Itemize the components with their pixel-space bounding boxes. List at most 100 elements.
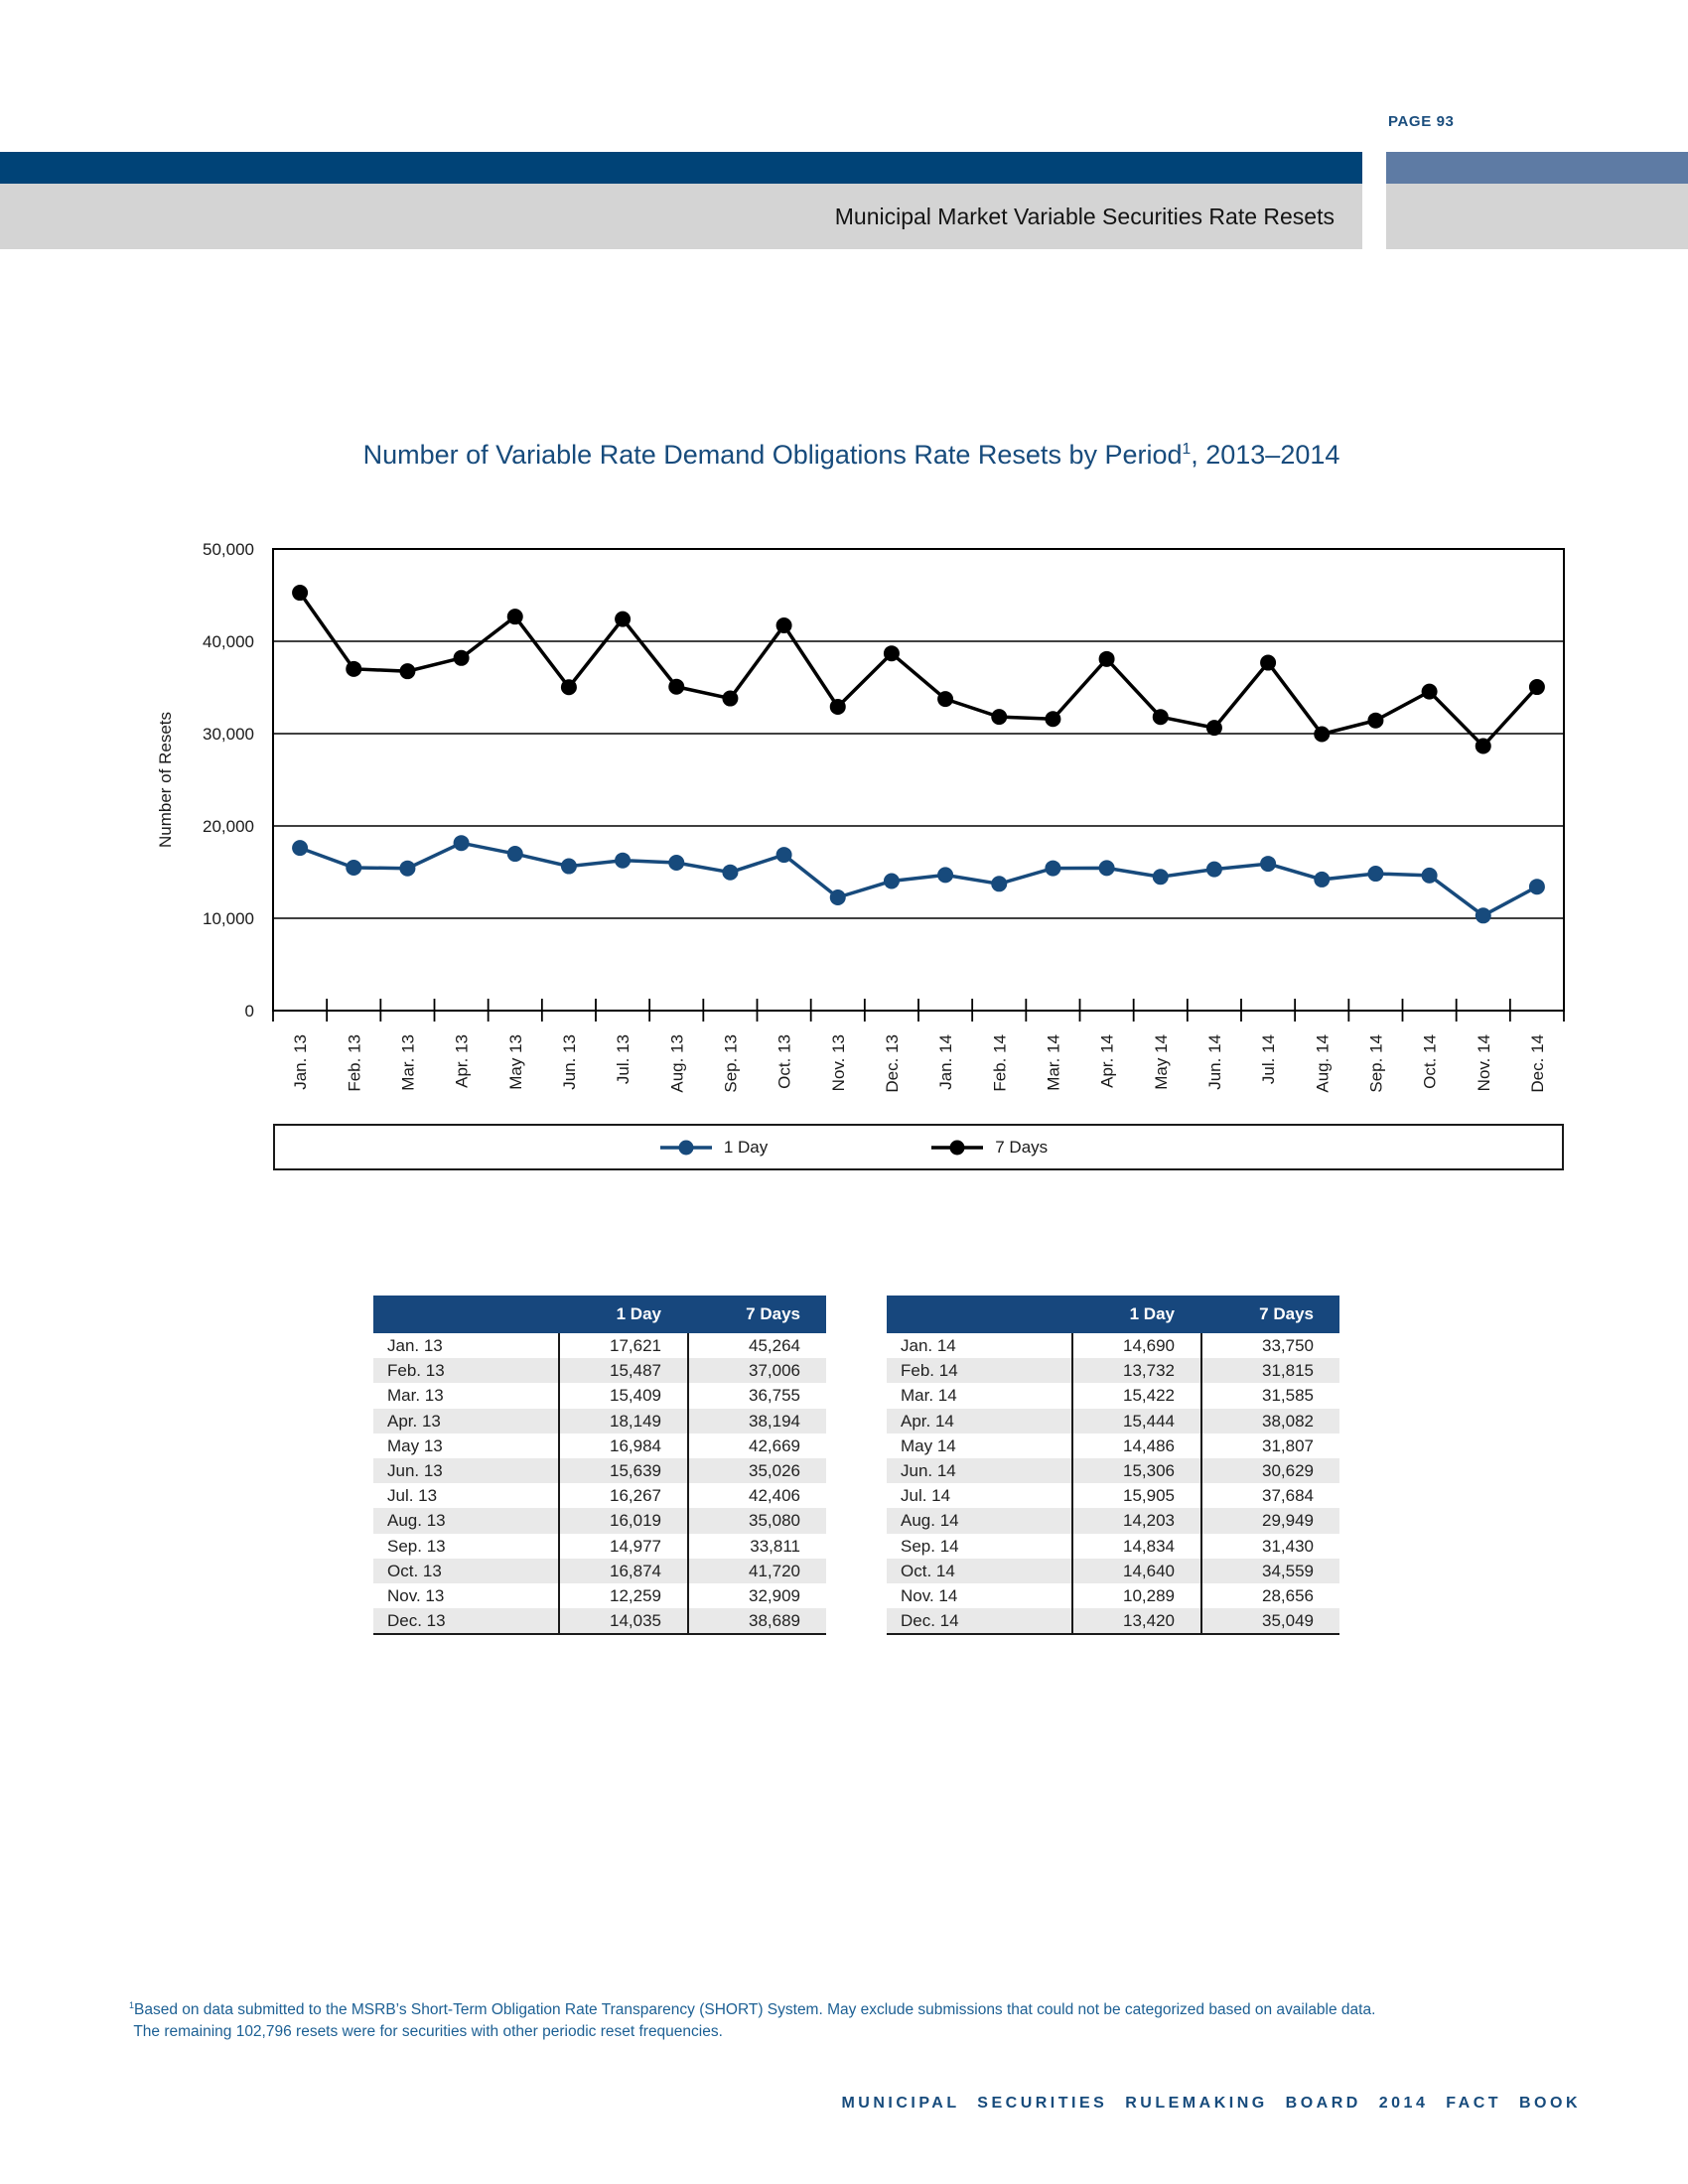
table-row: Feb. 13 15,487 37,006 — [373, 1358, 826, 1384]
table-row: Nov. 14 10,289 28,656 — [887, 1582, 1339, 1609]
row-label: Jan. 14 — [901, 1336, 956, 1355]
value-cell: 34,559 — [1200, 1558, 1339, 1583]
svg-text:Jan. 13: Jan. 13 — [291, 1034, 310, 1090]
row-label: Jul. 13 — [387, 1486, 438, 1506]
row-label: Oct. 13 — [387, 1561, 442, 1580]
row-label: Dec. 13 — [387, 1611, 446, 1631]
section-title: Municipal Market Variable Securities Rat… — [834, 203, 1335, 229]
value-cell: 41,720 — [687, 1558, 826, 1583]
table-row: Mar. 13 15,409 36,755 — [373, 1383, 826, 1409]
svg-text:Dec. 13: Dec. 13 — [883, 1034, 902, 1093]
value-cell: 33,750 — [1200, 1333, 1339, 1359]
table-header: 1 Day 7 Days — [887, 1296, 1339, 1333]
value-cell: 28,656 — [1200, 1582, 1339, 1609]
table-row: May 14 14,486 31,807 — [887, 1433, 1339, 1458]
svg-text:Apr. 13: Apr. 13 — [453, 1034, 472, 1088]
value-cell: 15,639 — [558, 1457, 687, 1484]
chart-title-superscript: 1 — [1182, 441, 1192, 458]
value-cell: 38,082 — [1200, 1408, 1339, 1433]
svg-text:Mar. 14: Mar. 14 — [1044, 1034, 1062, 1091]
footnote-line1: 1Based on data submitted to the MSRB’s S… — [129, 1999, 1376, 2018]
value-cell: 35,026 — [687, 1457, 826, 1484]
table-row: Jun. 13 15,639 35,026 — [373, 1457, 826, 1484]
value-cell: 37,006 — [687, 1358, 826, 1384]
value-cell: 15,487 — [558, 1358, 687, 1384]
legend-item-7days: 7 Days — [931, 1138, 1048, 1158]
svg-text:Number of Resets: Number of Resets — [156, 712, 175, 848]
value-cell: 42,406 — [687, 1483, 826, 1509]
footnote-line2: The remaining 102,796 resets were for se… — [129, 2022, 723, 2040]
table-row: Dec. 14 13,420 35,049 — [887, 1608, 1339, 1634]
row-label: Aug. 14 — [901, 1511, 959, 1531]
value-cell: 15,905 — [1071, 1483, 1200, 1509]
table-row: Sep. 14 14,834 31,430 — [887, 1533, 1339, 1559]
legend-marker-7days-icon — [931, 1140, 984, 1155]
svg-text:30,000: 30,000 — [203, 725, 254, 744]
value-cell: 38,194 — [687, 1408, 826, 1433]
svg-text:Apr. 14: Apr. 14 — [1098, 1034, 1117, 1088]
row-label: Jun. 13 — [387, 1460, 443, 1480]
header-gray-bar: Municipal Market Variable Securities Rat… — [0, 184, 1362, 249]
table-row: Jan. 14 14,690 33,750 — [887, 1333, 1339, 1359]
svg-text:Nov. 14: Nov. 14 — [1475, 1034, 1493, 1091]
value-cell: 15,444 — [1071, 1408, 1200, 1433]
value-cell: 45,264 — [687, 1333, 826, 1359]
legend-item-1day: 1 Day — [659, 1138, 768, 1158]
row-label: Jan. 13 — [387, 1336, 443, 1355]
row-label: Aug. 13 — [387, 1511, 446, 1531]
row-label: Mar. 13 — [387, 1386, 444, 1406]
value-cell: 32,909 — [687, 1582, 826, 1609]
row-label: Nov. 13 — [387, 1585, 445, 1605]
header-right-slate-bar — [1386, 152, 1688, 184]
row-label: Jun. 14 — [901, 1460, 956, 1480]
footnote-superscript: 1 — [129, 1999, 134, 2010]
table-row: Apr. 13 18,149 38,194 — [373, 1408, 826, 1433]
table-row: Mar. 14 15,422 31,585 — [887, 1383, 1339, 1409]
svg-text:Jan. 14: Jan. 14 — [936, 1034, 955, 1090]
value-cell: 14,203 — [1071, 1508, 1200, 1534]
column-header: 1 Day — [1129, 1304, 1175, 1323]
svg-text:Jun. 14: Jun. 14 — [1205, 1034, 1224, 1090]
svg-text:Nov. 13: Nov. 13 — [829, 1034, 848, 1091]
value-cell: 38,689 — [687, 1608, 826, 1634]
value-cell: 16,984 — [558, 1433, 687, 1458]
svg-text:Sep. 13: Sep. 13 — [721, 1034, 740, 1093]
table-row: Dec. 13 14,035 38,689 — [373, 1608, 826, 1634]
value-cell: 13,732 — [1071, 1358, 1200, 1384]
value-cell: 33,811 — [687, 1533, 826, 1559]
value-cell: 14,834 — [1071, 1533, 1200, 1559]
footnote: 1Based on data submitted to the MSRB’s S… — [129, 1999, 1589, 2042]
column-header — [887, 1296, 1071, 1333]
svg-text:Aug. 13: Aug. 13 — [667, 1034, 686, 1093]
value-cell: 36,755 — [687, 1383, 826, 1409]
value-cell: 12,259 — [558, 1582, 687, 1609]
value-cell: 10,289 — [1071, 1582, 1200, 1609]
svg-text:20,000: 20,000 — [203, 817, 254, 836]
svg-text:Feb. 14: Feb. 14 — [990, 1034, 1009, 1092]
value-cell: 35,080 — [687, 1508, 826, 1534]
value-cell: 30,629 — [1200, 1457, 1339, 1484]
row-label: May 13 — [387, 1435, 443, 1455]
svg-text:Aug. 14: Aug. 14 — [1313, 1034, 1332, 1093]
svg-text:Jul. 14: Jul. 14 — [1259, 1034, 1278, 1084]
value-cell: 35,049 — [1200, 1608, 1339, 1634]
table-row: Jun. 14 15,306 30,629 — [887, 1457, 1339, 1484]
svg-text:Sep. 14: Sep. 14 — [1366, 1034, 1385, 1093]
svg-text:May 13: May 13 — [506, 1034, 525, 1090]
header-right-gray-bar — [1386, 184, 1688, 249]
data-table-2013: 1 Day 7 Days Jan. 13 17,621 45,264 Feb. 13 15,… — [373, 1296, 826, 1636]
page-number-label: PAGE 93 — [1388, 113, 1455, 130]
value-cell: 14,640 — [1071, 1558, 1200, 1583]
value-cell: 16,267 — [558, 1483, 687, 1509]
column-header — [373, 1296, 558, 1333]
table-row: Oct. 14 14,640 34,559 — [887, 1558, 1339, 1583]
row-label: Feb. 13 — [387, 1361, 445, 1381]
row-label: Mar. 14 — [901, 1386, 957, 1406]
row-label: Sep. 14 — [901, 1536, 959, 1556]
value-cell: 14,486 — [1071, 1433, 1200, 1458]
svg-text:Jul. 13: Jul. 13 — [614, 1034, 633, 1084]
svg-text:Jun. 13: Jun. 13 — [560, 1034, 579, 1090]
value-cell: 18,149 — [558, 1408, 687, 1433]
svg-text:Dec. 14: Dec. 14 — [1528, 1034, 1547, 1093]
